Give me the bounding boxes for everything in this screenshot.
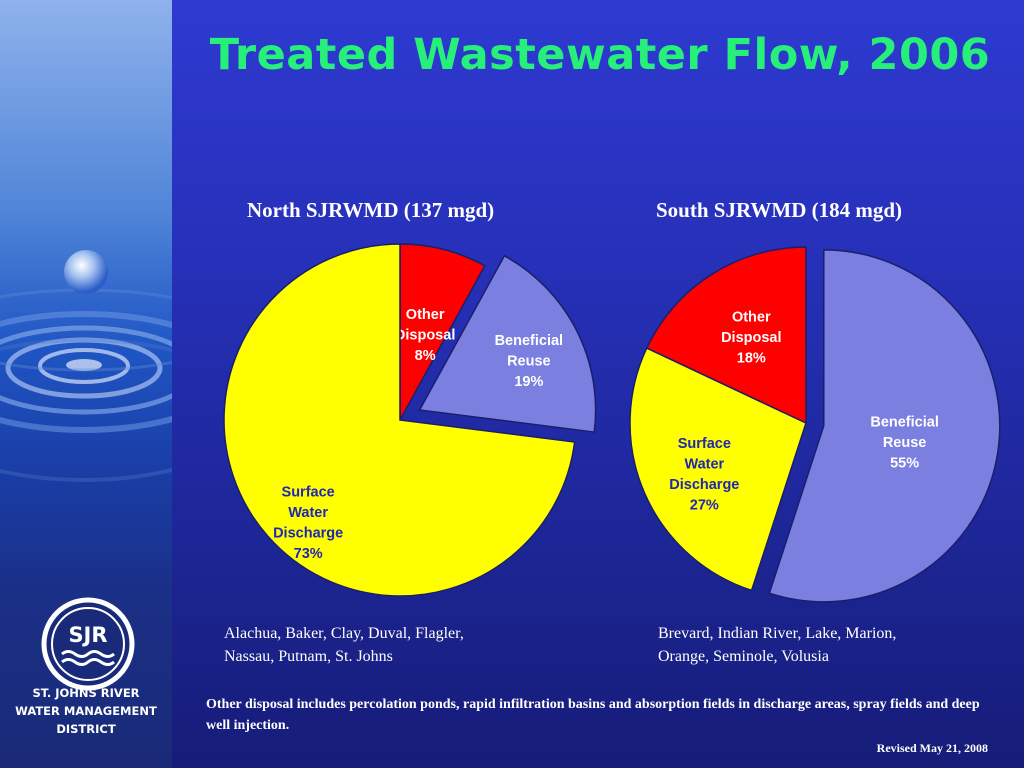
revised-date: Revised May 21, 2008 xyxy=(876,741,988,755)
slice-label: Beneficial Reuse 19% xyxy=(495,333,564,390)
north-chart-title: North SJRWMD (137 mgd) xyxy=(247,198,495,222)
sjr-logo: SJR xyxy=(41,597,135,691)
south-counties-line: Brevard, Indian River, Lake, Marion, xyxy=(658,625,897,642)
slice-label-line: 27% xyxy=(690,497,719,513)
slide-title: Treated Wastewater Flow, 2006 xyxy=(209,30,991,80)
slice-label-line: Disposal xyxy=(721,330,781,346)
slice-label-line: Reuse xyxy=(507,353,551,369)
south-chart-title: South SJRWMD (184 mgd) xyxy=(656,198,903,222)
organization-name: ST. JOHNS RIVER WATER MANAGEMENT DISTRIC… xyxy=(0,684,172,738)
slice-label-line: Discharge xyxy=(669,477,739,493)
slice-label: Surface Water Discharge 73% xyxy=(273,484,343,562)
slice-label-line: Surface xyxy=(282,484,335,500)
slice-label-line: Surface xyxy=(678,436,731,452)
slice-label-line: Discharge xyxy=(273,525,343,541)
slice-label-line: 18% xyxy=(737,350,766,366)
north-counties: Alachua, Baker, Clay, Duval, Flagler, Na… xyxy=(224,622,464,668)
slice-label-line: Water xyxy=(684,456,724,472)
slice-label-line: Disposal xyxy=(395,327,455,343)
org-name-line: WATER MANAGEMENT xyxy=(15,704,157,718)
slice-label-line: Water xyxy=(288,505,328,521)
slice-label-line: 8% xyxy=(415,348,436,364)
north-counties-line: Alachua, Baker, Clay, Duval, Flagler, xyxy=(224,625,464,642)
slice-label-line: Other xyxy=(732,309,771,325)
footnote: Other disposal includes percolation pond… xyxy=(206,697,980,733)
slice-label-line: 55% xyxy=(890,455,919,471)
pie-slice-surface-water-discharge xyxy=(223,243,576,597)
water-drop-sidebar: SJR ST. JOHNS RIVER WATER MANAGEMENT DIS… xyxy=(0,0,172,768)
pie-slice-surface-water-discharge xyxy=(629,347,807,592)
north-counties-line: Nassau, Putnam, St. Johns xyxy=(224,648,393,665)
logo-text: SJR xyxy=(68,623,107,647)
pie-slice-beneficial-reuse xyxy=(768,249,1001,603)
org-name-line: ST. JOHNS RIVER xyxy=(32,686,140,700)
slice-label: Surface Water Discharge 27% xyxy=(669,436,739,514)
pie-slice-other-disposal xyxy=(399,243,486,421)
south-counties: Brevard, Indian River, Lake, Marion, Ora… xyxy=(658,622,896,668)
slice-label-line: Reuse xyxy=(883,435,927,451)
water-ripple-image xyxy=(0,250,172,482)
slice-label: Other Disposal 18% xyxy=(721,309,781,366)
south-counties-line: Orange, Seminole, Volusia xyxy=(658,648,829,665)
org-name-line: DISTRICT xyxy=(56,722,116,736)
pie-slice-beneficial-reuse xyxy=(418,254,597,433)
slice-label-line: Beneficial xyxy=(495,333,564,349)
water-drop-icon xyxy=(64,250,108,294)
slice-label-line: 73% xyxy=(294,546,323,562)
slice-label: Other Disposal 8% xyxy=(395,307,455,364)
slice-label-line: 19% xyxy=(514,374,543,390)
slice-label: Beneficial Reuse 55% xyxy=(870,414,939,471)
slice-label-line: Beneficial xyxy=(870,414,939,430)
pie-slice-other-disposal xyxy=(645,246,807,425)
slice-label-line: Other xyxy=(406,307,445,323)
